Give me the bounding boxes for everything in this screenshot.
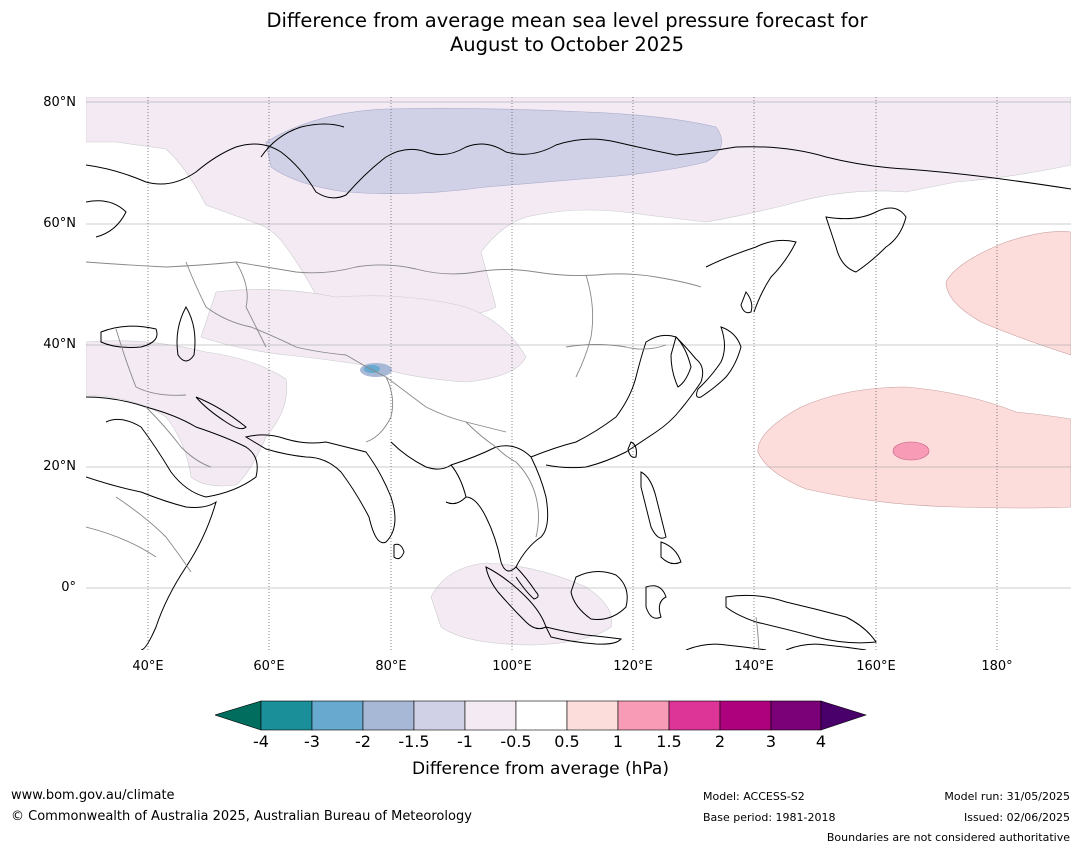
lon-label-80e: 80°E <box>375 659 407 674</box>
lon-label-140e: 140°E <box>734 659 774 674</box>
colorbar-seg-8 <box>617 700 670 731</box>
colorbar-seg-3 <box>362 700 415 731</box>
colorbar-tick: -4 <box>253 732 269 751</box>
colorbar-seg-6 <box>515 700 568 731</box>
colorbar <box>214 700 867 732</box>
anomaly-region-middle-east <box>86 340 288 487</box>
lon-label-120e: 120°E <box>613 659 653 674</box>
lon-label-40e: 40°E <box>132 659 164 674</box>
map-title-line1: Difference from average mean sea level p… <box>266 9 868 32</box>
colorbar-seg-below-min <box>214 700 262 731</box>
colorbar-label: Difference from average (hPa) <box>412 759 669 779</box>
footer-model-run: Model run: 31/05/2025 <box>944 790 1070 803</box>
colorbar-seg-4 <box>413 700 466 731</box>
lat-label-60n: 60°N <box>43 216 76 231</box>
colorbar-seg-7 <box>566 700 619 731</box>
footer-model: Model: ACCESS-S2 <box>703 790 805 803</box>
colorbar-tick: -2 <box>355 732 371 751</box>
footer-base-period: Base period: 1981-2018 <box>703 811 836 824</box>
colorbar-seg-11 <box>770 700 822 731</box>
lat-label-80n: 80°N <box>43 95 76 110</box>
colorbar-tick: 0.5 <box>554 732 580 751</box>
lon-label-160e: 160°E <box>856 659 896 674</box>
colorbar-seg-10 <box>719 700 772 731</box>
colorbar-seg-above-max <box>820 700 867 731</box>
colorbar-tick: 3 <box>765 732 777 751</box>
anomaly-region-indian-ocean <box>430 562 613 646</box>
anomaly-region-arctic-russia <box>265 108 722 194</box>
colorbar-svg <box>214 700 867 731</box>
footer-copyright: © Commonwealth of Australia 2025, Austra… <box>11 809 472 824</box>
lat-label-20n: 20°N <box>43 459 76 474</box>
map-panel <box>86 97 1071 650</box>
map-title-line2: August to October 2025 <box>449 33 685 56</box>
lon-label-180: 180° <box>981 659 1013 674</box>
anomaly-blob-pamir-core <box>364 365 380 373</box>
forecast-map <box>86 97 1071 650</box>
footer-website-link[interactable]: www.bom.gov.au/climate <box>11 788 175 803</box>
lat-label-0: 0° <box>61 580 76 595</box>
lat-label-40n: 40°N <box>43 337 76 352</box>
colorbar-tick: -3 <box>304 732 320 751</box>
colorbar-tick: 4 <box>815 732 827 751</box>
colorbar-seg-2 <box>311 700 364 731</box>
colorbar-tick: 1 <box>612 732 624 751</box>
coastlines <box>86 123 1071 650</box>
colorbar-tick: -1.5 <box>398 732 430 751</box>
anomaly-region-north-pacific <box>945 231 1071 356</box>
longitude-gridlines <box>147 97 998 650</box>
lon-label-60e: 60°E <box>253 659 285 674</box>
footer-issued: Issued: 02/06/2025 <box>963 811 1070 824</box>
colorbar-tick: 2 <box>714 732 726 751</box>
lon-label-100e: 100°E <box>492 659 532 674</box>
anomaly-region-central-asia <box>200 289 527 383</box>
colorbar-tick: 1.5 <box>656 732 682 751</box>
country-borders <box>86 261 760 650</box>
anomaly-blob-pacific-core <box>892 441 930 461</box>
colorbar-tick: -1 <box>457 732 473 751</box>
footer-disclaimer: Boundaries are not considered authoritat… <box>826 831 1070 844</box>
colorbar-seg-5 <box>464 700 517 731</box>
map-title: Difference from average mean sea level p… <box>0 9 1081 57</box>
colorbar-seg-9 <box>668 700 721 731</box>
colorbar-seg-1 <box>260 700 313 731</box>
colorbar-tick: -0.5 <box>500 732 532 751</box>
